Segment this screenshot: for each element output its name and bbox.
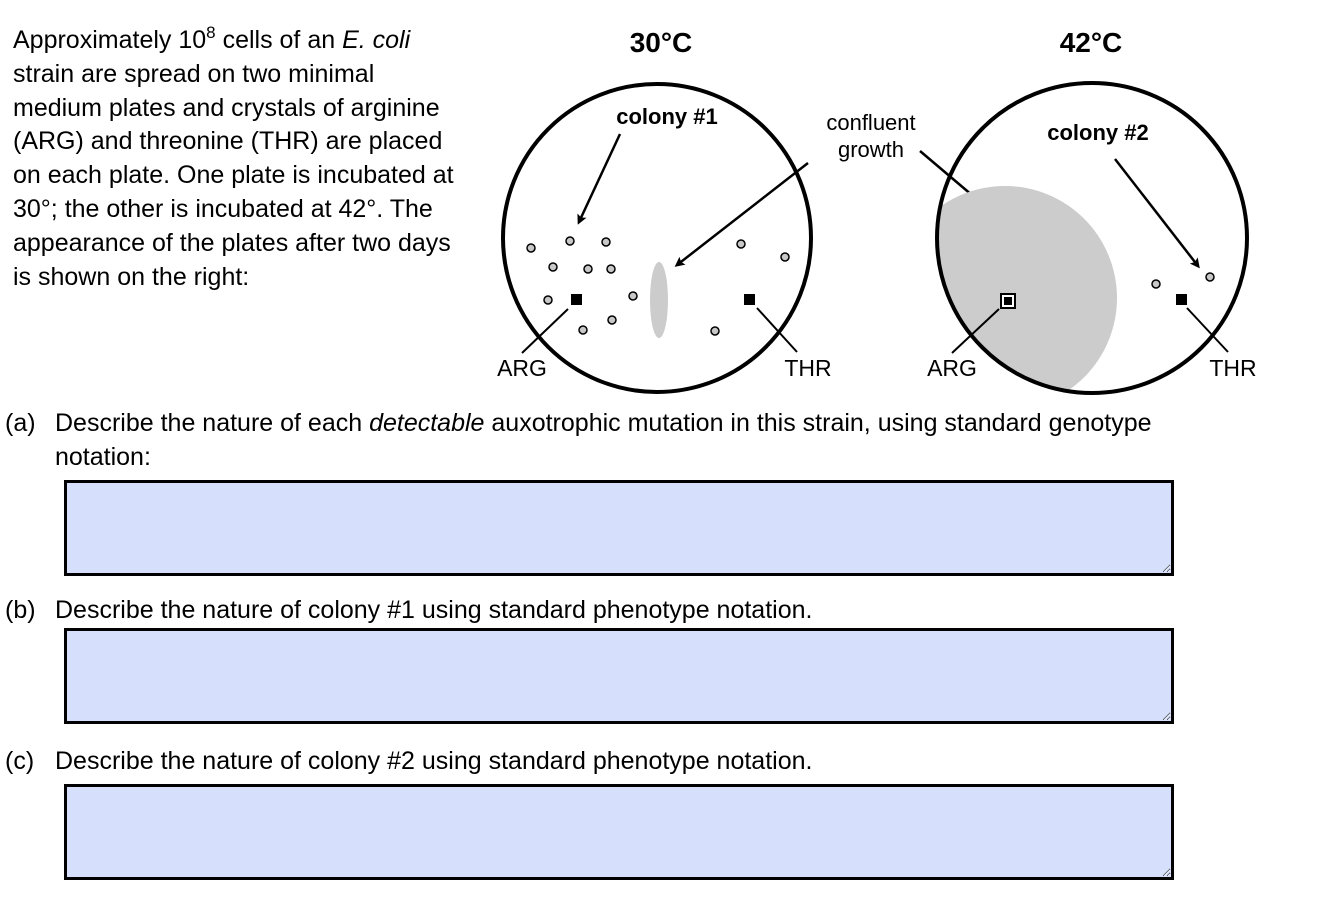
intro-part2: cells of an — [215, 26, 343, 54]
colony2-dot — [1205, 272, 1215, 282]
left-arg-label: ARG — [497, 355, 547, 381]
right-thr-label: THR — [1209, 355, 1256, 381]
left-thr-pointer — [756, 307, 798, 353]
left-plate-temperature: 30°C — [630, 27, 693, 58]
right-plate — [935, 81, 1249, 395]
colony1-arrow — [577, 133, 622, 225]
question-a-text: Describe the nature of each detectable a… — [55, 406, 1185, 474]
colony-dot — [628, 291, 638, 301]
colony-dot — [710, 326, 720, 336]
left-plate — [501, 82, 813, 394]
colony-dot — [1151, 279, 1161, 289]
right-arg-pointer — [951, 308, 1000, 354]
intro-part1: Approximately 10 — [13, 26, 207, 54]
right-plate-temperature: 42°C — [1060, 27, 1123, 58]
left-arg-crystal — [571, 294, 582, 305]
colony1-label: colony #1 — [616, 104, 717, 129]
answer-box-a[interactable] — [64, 480, 1174, 576]
colony2-arrow — [1114, 158, 1200, 269]
left-arg-pointer — [521, 308, 569, 354]
question-a-letter: (a) — [5, 409, 36, 437]
intro-paragraph: Approximately 108 cells of an E. coli st… — [13, 24, 463, 294]
colony-dot — [543, 295, 553, 305]
question-c-text: Describe the nature of colony #2 using s… — [55, 747, 813, 775]
colony-dot — [601, 237, 611, 247]
left-thr-label: THR — [784, 355, 831, 381]
colony-dot — [526, 243, 536, 253]
colony2-label: colony #2 — [1047, 120, 1148, 145]
answer-box-b[interactable] — [64, 628, 1174, 724]
intro-species: E. coli — [342, 26, 411, 54]
plates-figure: 30°C colony #1 ARG THR confluent growth … — [497, 27, 1257, 395]
confluent-label-line1: confluent — [826, 110, 915, 135]
right-arg-crystal-core — [1004, 297, 1012, 305]
question-a-text-before: Describe the nature of each — [55, 409, 370, 437]
colony-dot — [565, 236, 575, 246]
right-arg-label: ARG — [927, 355, 977, 381]
colony-dot — [606, 264, 616, 274]
question-b-text: Describe the nature of colony #1 using s… — [55, 596, 813, 624]
intro-part3: strain are spread on two minimal medium … — [13, 59, 454, 291]
colony-dot — [578, 325, 588, 335]
left-confluent-growth — [650, 262, 668, 338]
colony-dot — [780, 252, 790, 262]
question-c-letter: (c) — [5, 747, 35, 775]
confluent-arrow-left — [674, 162, 809, 267]
left-thr-crystal — [744, 294, 755, 305]
question-a-emphasis: detectable — [369, 409, 485, 437]
question-a: (a) Describe the nature of each detectab… — [5, 406, 1185, 474]
right-thr-crystal — [1176, 294, 1187, 305]
colony-dot — [736, 239, 746, 249]
colony-dot — [548, 262, 558, 272]
left-plate-colonies — [526, 236, 790, 336]
colony-dot — [607, 315, 617, 325]
question-b: (b) Describe the nature of colony #1 usi… — [5, 593, 1185, 627]
intro-exponent: 8 — [206, 22, 216, 42]
question-b-letter: (b) — [5, 596, 36, 624]
right-thr-pointer — [1186, 307, 1229, 353]
colony-dot — [583, 264, 593, 274]
question-c: (c) Describe the nature of colony #2 usi… — [5, 744, 1185, 778]
answer-box-c[interactable] — [64, 784, 1174, 880]
question-a-text-after: auxotrophic mutation in this strain, usi… — [55, 409, 1152, 471]
confluent-label-line2: growth — [838, 137, 904, 162]
